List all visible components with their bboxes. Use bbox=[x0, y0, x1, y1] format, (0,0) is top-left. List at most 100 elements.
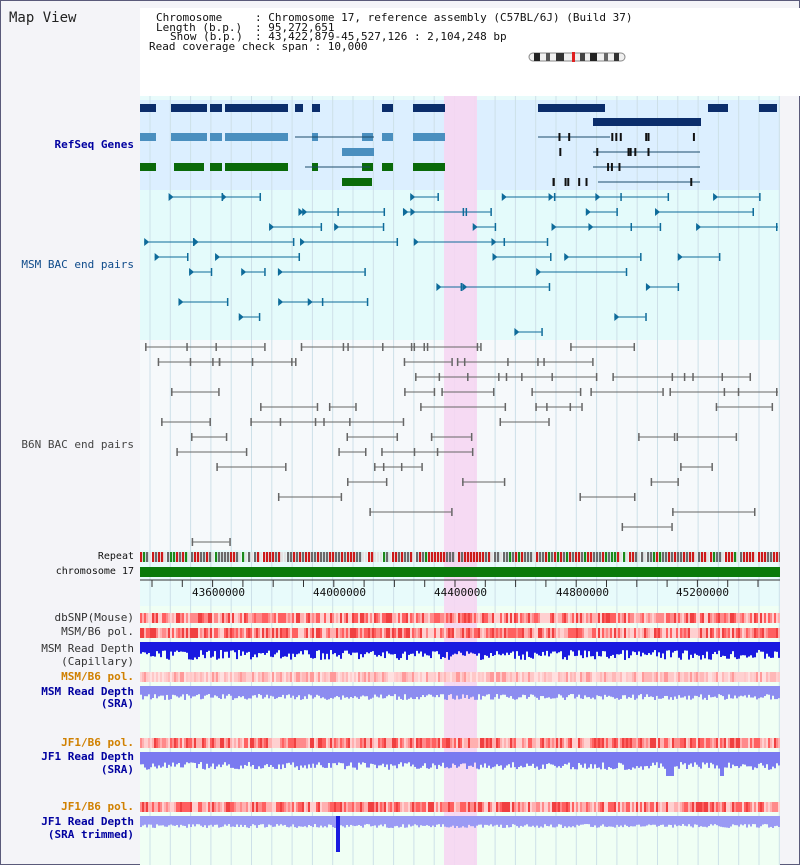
heatmap-cell bbox=[528, 672, 530, 682]
heatmap-cell bbox=[340, 738, 342, 748]
heatmap-cell bbox=[702, 672, 704, 682]
depth-bar bbox=[404, 752, 406, 764]
track-label-msm-read-depth-sra[interactable]: MSM Read Depth bbox=[41, 685, 134, 698]
heatmap-cell bbox=[342, 672, 344, 682]
track-label-msm-b6-pol[interactable]: MSM/B6 pol. bbox=[61, 625, 134, 638]
heatmap-cell bbox=[286, 738, 288, 748]
heatmap-cell bbox=[764, 628, 766, 638]
track-label-refseq[interactable]: RefSeq Genes bbox=[54, 138, 134, 151]
heatmap-cell bbox=[176, 628, 178, 638]
depth-bar bbox=[230, 642, 232, 651]
heatmap-cell bbox=[200, 613, 202, 623]
heatmap-cell bbox=[264, 738, 266, 748]
heatmap-cell bbox=[286, 672, 288, 682]
depth-bar bbox=[456, 686, 458, 696]
bac-end-marker bbox=[277, 493, 280, 501]
depth-bar bbox=[626, 642, 628, 651]
heatmap-cell bbox=[692, 738, 694, 748]
depth-bar bbox=[690, 642, 692, 655]
track-label-msm-bac[interactable]: MSM BAC end pairs bbox=[21, 258, 134, 271]
depth-bar bbox=[466, 816, 468, 828]
repeat-block bbox=[761, 552, 764, 562]
heatmap-cell bbox=[280, 802, 282, 812]
track-label-b6n-bac[interactable]: B6N BAC end pairs bbox=[21, 438, 134, 451]
heatmap-cell bbox=[386, 613, 388, 623]
heatmap-cell bbox=[756, 628, 758, 638]
depth-bar bbox=[676, 752, 678, 767]
heatmap-cell bbox=[716, 628, 718, 638]
heatmap-cell bbox=[380, 613, 382, 623]
repeat-block bbox=[155, 552, 158, 562]
depth-bar bbox=[546, 686, 548, 698]
depth-bar bbox=[616, 686, 618, 698]
heatmap-cell bbox=[756, 738, 758, 748]
heatmap-cell bbox=[188, 672, 190, 682]
track-label-dbsnp[interactable]: dbSNP(Mouse) bbox=[54, 611, 134, 624]
heatmap-cell bbox=[538, 738, 540, 748]
heatmap-cell bbox=[272, 802, 274, 812]
depth-bar bbox=[440, 686, 442, 695]
track-label-jf1-read-depth[interactable]: JF1 Read Depth bbox=[41, 750, 134, 763]
track-label-jf1-read-depth-trim[interactable]: JF1 Read Depth bbox=[41, 815, 134, 828]
depth-bar bbox=[602, 686, 604, 700]
heatmap-cell bbox=[634, 672, 636, 682]
depth-bar bbox=[478, 686, 480, 695]
track-label-repeat[interactable]: Repeat bbox=[97, 551, 134, 562]
depth-bar bbox=[456, 816, 458, 827]
depth-bar bbox=[398, 686, 400, 697]
heatmap-cell bbox=[206, 738, 208, 748]
depth-bar bbox=[580, 816, 582, 825]
track-label-msm-b6-pol-sra[interactable]: MSM/B6 pol. bbox=[61, 670, 134, 683]
track-label-jf1-b6-pol[interactable]: JF1/B6 pol. bbox=[61, 736, 134, 749]
depth-bar bbox=[430, 686, 432, 695]
heatmap-cell bbox=[362, 613, 364, 623]
depth-bar bbox=[472, 686, 474, 697]
heatmap-cell bbox=[148, 802, 150, 812]
heatmap-cell bbox=[714, 802, 716, 812]
heatmap-cell bbox=[354, 738, 356, 748]
heatmap-cell bbox=[192, 628, 194, 638]
heatmap-cell bbox=[776, 672, 778, 682]
depth-bar bbox=[214, 642, 216, 652]
track-label-jf1-b6-pol-trim[interactable]: JF1/B6 pol. bbox=[61, 800, 134, 813]
depth-bar bbox=[234, 752, 236, 769]
heatmap-cell bbox=[298, 802, 300, 812]
heatmap-cell bbox=[374, 738, 376, 748]
heatmap-cell bbox=[428, 672, 430, 682]
heatmap-cell bbox=[290, 672, 292, 682]
repeat-block bbox=[518, 552, 521, 562]
depth-bar bbox=[158, 642, 160, 654]
depth-bar bbox=[614, 686, 616, 699]
heatmap-cell bbox=[180, 738, 182, 748]
heatmap-cell bbox=[346, 738, 348, 748]
depth-bar bbox=[528, 752, 530, 766]
track-label-msm-read-depth-cap[interactable]: MSM Read Depth bbox=[41, 642, 134, 655]
heatmap-cell bbox=[292, 613, 294, 623]
heatmap-cell bbox=[370, 672, 372, 682]
depth-bar bbox=[264, 816, 266, 828]
depth-bar bbox=[628, 752, 630, 770]
heatmap-cell bbox=[408, 613, 410, 623]
heatmap-cell bbox=[196, 628, 198, 638]
depth-bar bbox=[168, 816, 170, 826]
depth-bar bbox=[660, 752, 662, 764]
heatmap-cell bbox=[528, 628, 530, 638]
chromosome-ideogram[interactable] bbox=[528, 52, 626, 62]
depth-bar bbox=[320, 686, 322, 699]
heatmap-cell bbox=[252, 628, 254, 638]
heatmap-cell bbox=[458, 672, 460, 682]
heatmap-cell bbox=[654, 738, 656, 748]
depth-bar bbox=[432, 642, 434, 652]
heatmap-cell bbox=[710, 738, 712, 748]
heatmap-cell bbox=[158, 628, 160, 638]
genome-track-area[interactable] bbox=[140, 96, 780, 865]
heatmap-cell bbox=[386, 738, 388, 748]
heatmap-cell bbox=[566, 613, 568, 623]
heatmap-cell bbox=[314, 672, 316, 682]
heatmap-cell bbox=[436, 738, 438, 748]
heatmap-cell bbox=[274, 802, 276, 812]
heatmap-cell bbox=[720, 613, 722, 623]
heatmap-cell bbox=[682, 672, 684, 682]
heatmap-cell bbox=[448, 628, 450, 638]
repeat-block bbox=[362, 552, 365, 562]
